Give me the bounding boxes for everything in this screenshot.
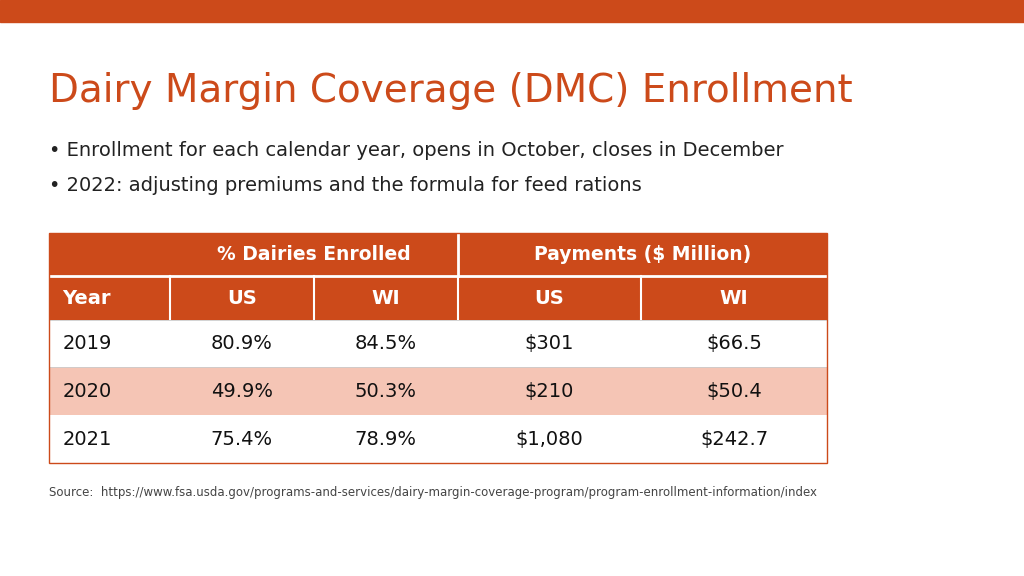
Text: US: US (535, 289, 564, 308)
Text: 80.9%: 80.9% (211, 334, 272, 353)
Text: US: US (227, 289, 257, 308)
Text: % Dairies Enrolled: % Dairies Enrolled (217, 245, 411, 264)
Text: WI: WI (720, 289, 749, 308)
Text: $242.7: $242.7 (700, 430, 768, 449)
Text: Payments ($ Million): Payments ($ Million) (534, 245, 752, 264)
Text: 75.4%: 75.4% (211, 430, 272, 449)
Text: $210: $210 (524, 382, 573, 401)
Text: 2019: 2019 (62, 334, 112, 353)
Text: $1,080: $1,080 (515, 430, 583, 449)
Text: 78.9%: 78.9% (354, 430, 417, 449)
Text: $50.4: $50.4 (707, 382, 762, 401)
Text: • Enrollment for each calendar year, opens in October, closes in December: • Enrollment for each calendar year, ope… (49, 141, 783, 160)
Text: $301: $301 (524, 334, 573, 353)
Text: $66.5: $66.5 (707, 334, 762, 353)
Text: 84.5%: 84.5% (354, 334, 417, 353)
Text: • 2022: adjusting premiums and the formula for feed rations: • 2022: adjusting premiums and the formu… (49, 176, 642, 195)
Text: 2020: 2020 (62, 382, 112, 401)
Text: Dairy Margin Coverage (DMC) Enrollment: Dairy Margin Coverage (DMC) Enrollment (49, 72, 853, 110)
Text: Source:  https://www.fsa.usda.gov/programs-and-services/dairy-margin-coverage-pr: Source: https://www.fsa.usda.gov/program… (49, 486, 817, 499)
Text: 49.9%: 49.9% (211, 382, 272, 401)
Text: 2021: 2021 (62, 430, 112, 449)
Text: 50.3%: 50.3% (354, 382, 417, 401)
Text: Year: Year (62, 289, 111, 308)
Text: WI: WI (372, 289, 400, 308)
